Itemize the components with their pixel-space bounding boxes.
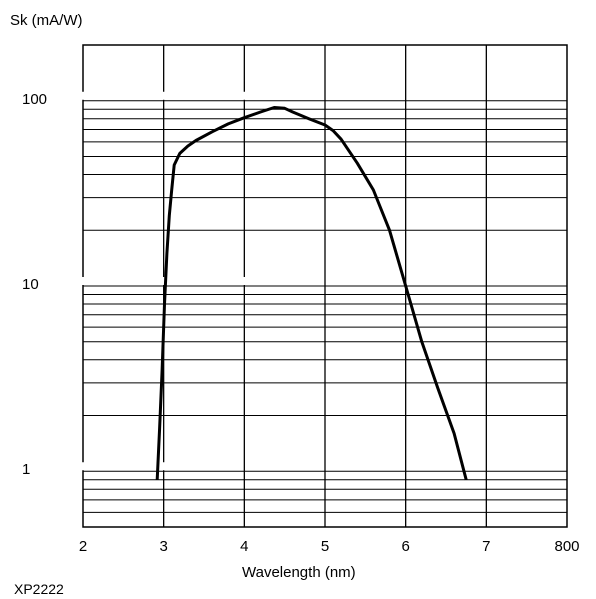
x-axis-label: Wavelength (nm) [242,564,356,581]
x-tick-label: 800 [554,538,580,555]
x-tick-label: 7 [482,538,491,555]
plot-frame [82,44,568,528]
y-tick-label: 1 [22,461,31,479]
x-tick-label: 5 [320,538,330,555]
figure-code: XP2222 [14,581,64,597]
label-masks [82,91,310,471]
tick-label-mask [82,91,310,100]
x-tick-label: 2 [78,538,88,555]
y-tick-label: 100 [22,90,48,108]
tick-label-mask [82,462,195,471]
y-tick-label: 10 [22,276,39,293]
grid [83,45,567,527]
series-line [155,106,468,481]
x-tick-label: 4 [240,538,249,555]
x-tick-label: 3 [159,538,168,555]
x-tick-label: 6 [401,538,410,555]
y-axis-label: Sk (mA/W) [10,12,83,29]
